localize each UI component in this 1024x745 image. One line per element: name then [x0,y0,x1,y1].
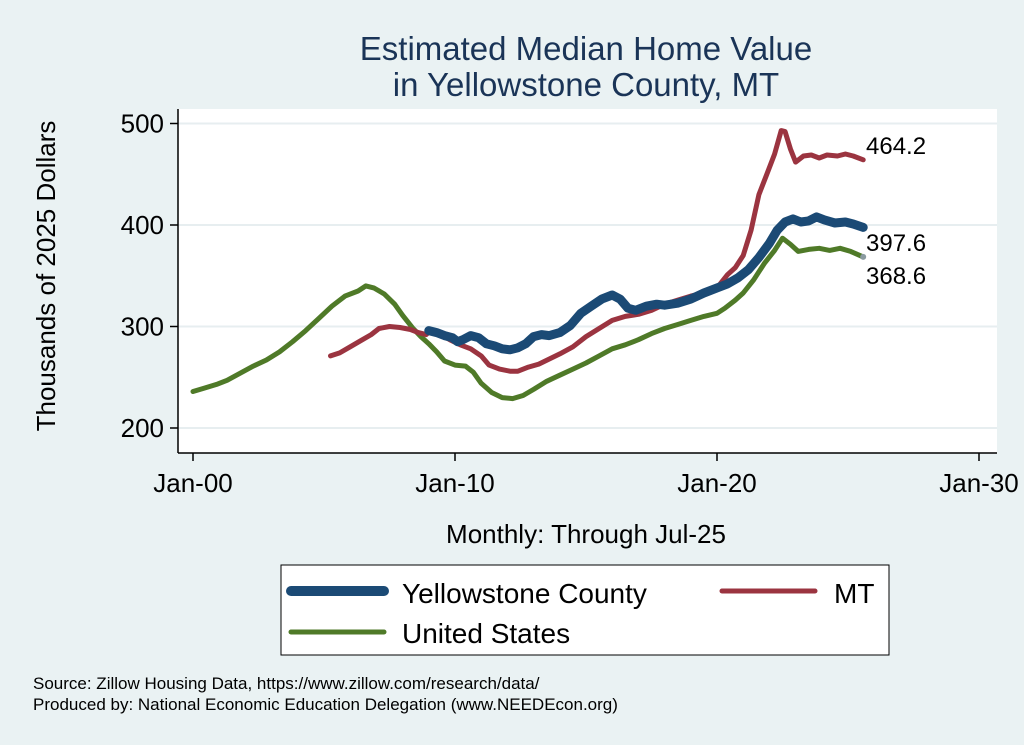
x-tick-label-1: Jan-10 [415,468,495,498]
x-axis-label: Monthly: Through Jul-25 [446,519,726,549]
y-tick-label-300: 300 [121,312,164,342]
source-note: Source: Zillow Housing Data, https://www… [33,674,540,693]
y-tick-label-500: 500 [121,109,164,139]
legend-label-yellowstone-county: Yellowstone County [402,578,647,609]
series-line-united-states [190,235,866,402]
series-line-yellowstone-county [424,212,868,355]
y-axis-label: Thousands of 2025 Dollars [31,121,61,432]
legend: Yellowstone County MT United States [286,578,874,649]
produced-by-note: Produced by: National Economic Education… [33,695,618,714]
legend-box [280,564,890,656]
legend-label-united-states: United States [402,618,570,649]
end-label-yellowstone-county: 397.6 [866,230,926,257]
series-end-marker-united-states [860,253,867,260]
y-tick-label-400: 400 [121,210,164,240]
axes: 200 300 400 500 Jan-00 Jan-10 Jan-20 Jan-30 [121,109,1019,499]
legend-label-mt: MT [834,578,874,609]
end-labels: 397.6 464.2 368.6 [866,133,926,290]
chart-title-line-1: Estimated Median Home Value [360,30,812,67]
series-line-mt [328,128,866,374]
x-tick-label-0: Jan-00 [153,468,233,498]
end-label-mt: 464.2 [866,133,926,160]
y-tick-label-200: 200 [121,413,164,443]
series-lines [190,128,868,402]
chart-title-line-2: in Yellowstone County, MT [393,66,779,103]
x-tick-label-3: Jan-30 [939,468,1019,498]
x-tick-label-2: Jan-20 [677,468,757,498]
end-label-united-states: 368.6 [866,263,926,290]
plot-area [178,109,997,453]
